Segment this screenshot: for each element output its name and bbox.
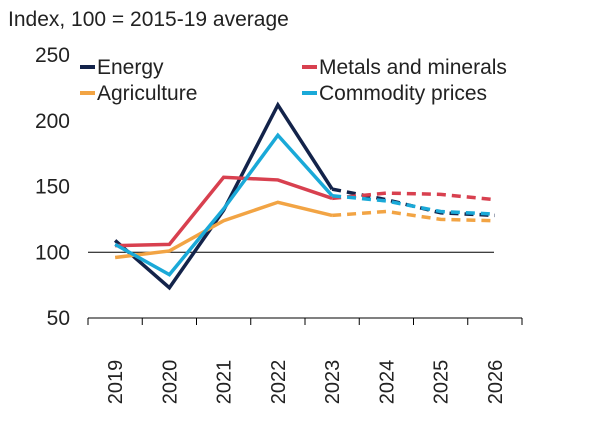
series-line-actual	[115, 175, 333, 248]
legend-label: Commodity prices	[319, 82, 487, 105]
y-tick-label: 150	[35, 176, 70, 199]
y-tick-label: 200	[35, 110, 70, 133]
legend-label: Energy	[97, 56, 164, 79]
x-tick-label: 2025	[431, 360, 453, 405]
series-line-actual	[113, 101, 334, 291]
series-line-forecast	[331, 193, 495, 216]
x-tick-label: 2021	[214, 360, 236, 405]
x-tick-label: 2020	[159, 360, 181, 405]
x-tick-label: 2019	[105, 360, 127, 405]
y-tick-label: 100	[35, 241, 70, 264]
x-tick-label: 2024	[376, 360, 398, 405]
series-line-forecast	[331, 209, 495, 223]
legend-label: Agriculture	[97, 82, 197, 105]
x-tick-label: 2026	[485, 360, 507, 405]
y-tick-label: 50	[47, 307, 70, 330]
x-tick-label: 2023	[322, 360, 344, 405]
y-axis-label: Index, 100 = 2015-19 average	[8, 8, 289, 31]
legend-label: Metals and minerals	[319, 56, 507, 79]
x-tick-label: 2022	[268, 360, 290, 405]
series-line-actual	[114, 132, 334, 277]
series-line-actual	[114, 200, 333, 260]
series-line-forecast	[331, 191, 496, 202]
y-tick-label: 250	[35, 44, 70, 67]
